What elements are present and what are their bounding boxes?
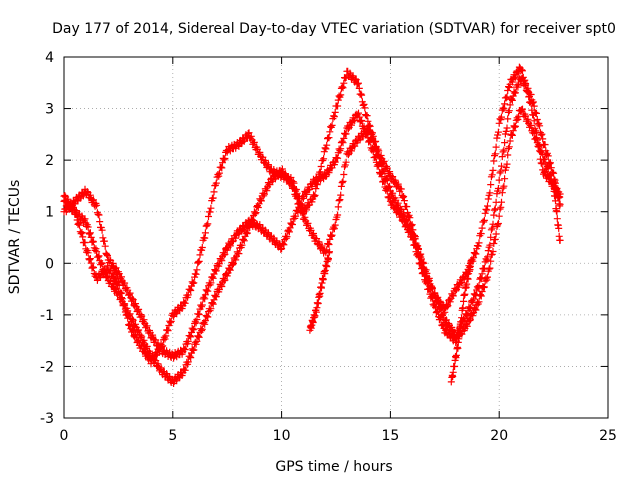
y-tick-label: 0 <box>45 256 54 272</box>
y-tick-label: 1 <box>45 205 54 221</box>
series-track-4 <box>306 248 333 334</box>
x-tick-label: 15 <box>381 428 399 444</box>
x-tick-label: 0 <box>60 428 69 444</box>
plot-frame <box>63 56 609 419</box>
series-markers <box>60 63 564 368</box>
y-tick-label: 4 <box>45 50 54 66</box>
y-tick-label: -2 <box>40 359 54 375</box>
grid-layer <box>64 57 608 418</box>
x-tick-label: 20 <box>490 428 508 444</box>
y-tick-label: -1 <box>40 308 54 324</box>
series-markers <box>306 248 333 334</box>
x-tick-label: 5 <box>168 428 177 444</box>
y-tick-label: 2 <box>45 153 54 169</box>
series-markers <box>447 258 475 386</box>
x-axis-label: GPS time / hours <box>275 459 392 475</box>
y-axis-label: SDTVAR / TECUs <box>7 180 23 295</box>
chart-title: Day 177 of 2014, Sidereal Day-to-day VTE… <box>52 21 616 37</box>
series-track-5 <box>447 258 475 386</box>
x-tick-label: 10 <box>273 428 291 444</box>
y-tick-label: 3 <box>45 102 54 118</box>
series-track-3 <box>60 63 564 368</box>
y-tick-label: -3 <box>40 411 54 427</box>
series-layer <box>60 63 564 387</box>
x-tick-label: 25 <box>599 428 617 444</box>
